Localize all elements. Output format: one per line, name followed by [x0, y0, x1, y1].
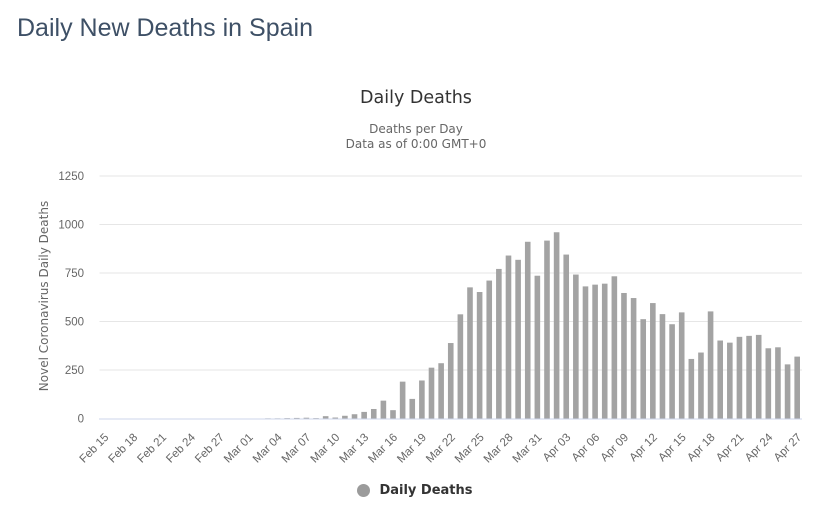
- legend-label: Daily Deaths: [379, 483, 473, 498]
- chart-subtitle-line1: Deaths per Day: [369, 122, 463, 136]
- deaths-bar-mar-26[interactable]: [486, 280, 493, 419]
- deaths-bar-apr-04[interactable]: [573, 274, 579, 419]
- x-tick-label: Mar 13: [337, 432, 371, 466]
- deaths-bar-apr-07[interactable]: [601, 283, 608, 419]
- y-tick-label: 1000: [58, 220, 84, 232]
- x-tick-label: Mar 31: [511, 432, 545, 466]
- deaths-bar-mar-09[interactable]: [322, 416, 329, 419]
- x-tick-label: Mar 28: [482, 432, 516, 466]
- legend-marker-icon: [357, 484, 371, 497]
- deaths-bar-apr-12[interactable]: [650, 303, 656, 419]
- x-tick-label: Apr 24: [743, 431, 776, 464]
- deaths-bar-apr-17[interactable]: [698, 352, 704, 419]
- x-tick-label: Mar 07: [280, 432, 314, 466]
- x-tick-label: Apr 21: [714, 432, 746, 464]
- deaths-bar-mar-30[interactable]: [524, 241, 531, 419]
- x-tick-label: Mar 01: [222, 432, 256, 466]
- deaths-bar-mar-11[interactable]: [342, 415, 348, 419]
- chart-title: Daily Deaths: [360, 88, 472, 108]
- deaths-bar-mar-23[interactable]: [457, 314, 464, 419]
- y-tick-label: 0: [78, 414, 84, 426]
- deaths-bar-apr-27[interactable]: [794, 356, 800, 419]
- deaths-bar-mar-29[interactable]: [515, 259, 521, 419]
- deaths-bar-mar-25[interactable]: [476, 292, 483, 419]
- deaths-bar-apr-03[interactable]: [563, 254, 570, 419]
- y-tick-label: 500: [65, 317, 84, 329]
- x-tick-label: Apr 27: [772, 432, 804, 464]
- deaths-bar-apr-06[interactable]: [592, 284, 598, 419]
- x-tick-label: Mar 10: [309, 432, 343, 466]
- deaths-bar-apr-26[interactable]: [784, 364, 791, 419]
- legend-item-daily-deaths[interactable]: Daily Deaths: [0, 483, 830, 498]
- deaths-bar-apr-25[interactable]: [775, 347, 781, 419]
- deaths-bar-apr-01[interactable]: [544, 240, 550, 419]
- x-tick-label: Feb 21: [135, 432, 169, 466]
- deaths-bar-mar-07[interactable]: [303, 417, 310, 419]
- x-tick-label: Apr 18: [685, 432, 717, 464]
- deaths-bar-apr-18[interactable]: [707, 311, 714, 419]
- deaths-bar-mar-18[interactable]: [409, 398, 416, 419]
- y-tick-label: 750: [65, 268, 84, 280]
- deaths-bar-apr-16[interactable]: [688, 358, 695, 419]
- deaths-bar-mar-31[interactable]: [534, 275, 541, 419]
- deaths-bar-apr-20[interactable]: [727, 342, 733, 419]
- deaths-bar-mar-27[interactable]: [496, 268, 502, 419]
- x-tick-label: Feb 27: [193, 432, 227, 466]
- x-tick-label: Apr 15: [656, 432, 688, 464]
- x-tick-label: Mar 25: [453, 432, 487, 466]
- deaths-bar-apr-11[interactable]: [640, 319, 647, 419]
- x-tick-label: Mar 16: [366, 432, 400, 466]
- deaths-bar-apr-10[interactable]: [630, 298, 637, 419]
- y-tick-label: 250: [65, 365, 84, 377]
- x-tick-label: Feb 18: [106, 432, 140, 466]
- deaths-bar-apr-14[interactable]: [669, 324, 675, 419]
- x-tick-label: Apr 12: [628, 432, 660, 464]
- x-tick-label: Apr 06: [570, 432, 602, 464]
- deaths-bar-mar-13[interactable]: [361, 411, 367, 419]
- deaths-bar-apr-15[interactable]: [678, 312, 685, 419]
- x-tick-label: Apr 03: [541, 432, 573, 464]
- deaths-bar-apr-05[interactable]: [582, 286, 589, 419]
- deaths-bar-mar-21[interactable]: [438, 363, 444, 419]
- x-tick-label: Feb 15: [78, 432, 112, 466]
- deaths-bar-mar-19[interactable]: [419, 380, 425, 419]
- chart-subtitle-line2: Data as of 0:00 GMT+0: [345, 137, 487, 151]
- deaths-bar-apr-08[interactable]: [611, 276, 618, 419]
- deaths-bar-apr-23[interactable]: [755, 334, 762, 419]
- y-tick-label: 1250: [58, 171, 84, 183]
- x-tick-label: Apr 09: [599, 432, 631, 464]
- deaths-bar-apr-19[interactable]: [717, 340, 723, 419]
- page-title: Daily New Deaths in Spain: [17, 14, 313, 42]
- deaths-bar-apr-21[interactable]: [736, 336, 743, 419]
- x-tick-label: Mar 19: [395, 432, 429, 466]
- deaths-bar-mar-16[interactable]: [390, 410, 396, 419]
- deaths-bar-mar-14[interactable]: [370, 408, 377, 419]
- deaths-bar-mar-24[interactable]: [467, 287, 473, 419]
- deaths-bar-mar-15[interactable]: [380, 400, 387, 419]
- deaths-bar-apr-09[interactable]: [621, 292, 627, 419]
- deaths-bar-apr-22[interactable]: [746, 335, 752, 419]
- deaths-bar-mar-22[interactable]: [447, 343, 454, 419]
- deaths-bar-mar-28[interactable]: [505, 255, 512, 419]
- deaths-bar-apr-13[interactable]: [659, 314, 666, 419]
- deaths-bar-apr-24[interactable]: [765, 348, 772, 419]
- x-tick-label: Mar 04: [251, 431, 285, 465]
- deaths-bar-apr-02[interactable]: [553, 232, 560, 419]
- x-tick-label: Feb 24: [164, 431, 198, 465]
- deaths-bar-mar-06[interactable]: [293, 417, 300, 419]
- deaths-bar-mar-12[interactable]: [351, 414, 358, 419]
- deaths-bar-mar-17[interactable]: [399, 381, 406, 419]
- x-tick-label: Mar 22: [424, 432, 458, 466]
- deaths-bar-mar-10[interactable]: [332, 417, 339, 419]
- deaths-bar-mar-20[interactable]: [428, 367, 435, 419]
